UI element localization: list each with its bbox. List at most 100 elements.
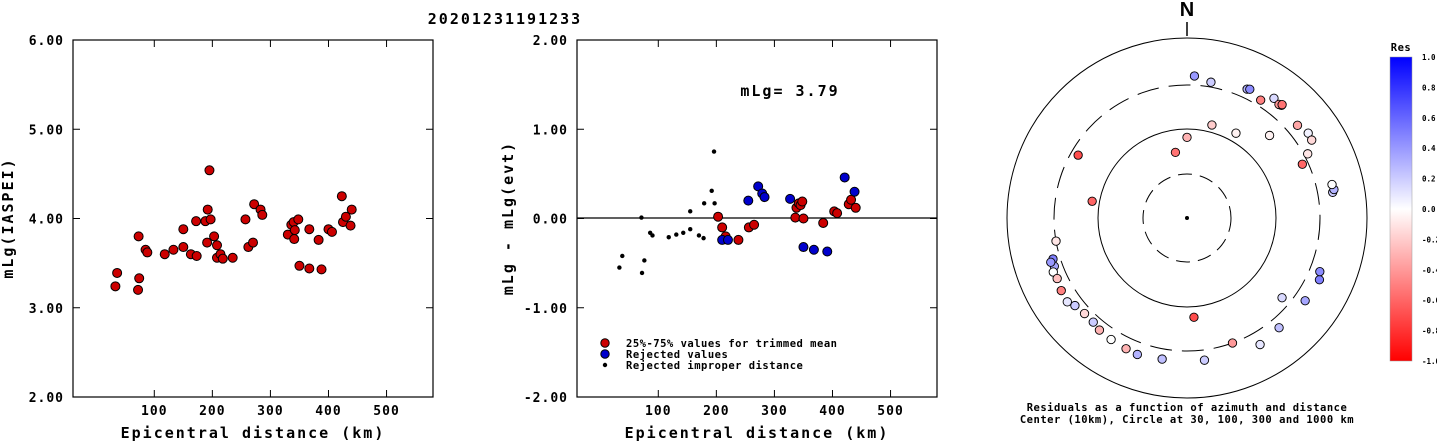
- magnitude-point: [316, 264, 327, 275]
- magnitude-point: [240, 214, 251, 225]
- magnitude-point: [336, 191, 347, 202]
- plot1-xtick-label: 400: [315, 404, 341, 419]
- epicenter-dot: [1185, 216, 1189, 220]
- circle-30km: [1142, 173, 1232, 263]
- plot1-xtick-label: 500: [373, 404, 399, 419]
- plot1-xtick-label: 300: [257, 404, 283, 419]
- circle-1000km: [1006, 37, 1368, 399]
- plot1-ytick-label: 6.00: [29, 34, 64, 49]
- colorbar-tick-label: 0.8: [1422, 83, 1436, 92]
- station-residual-point: [1052, 273, 1062, 284]
- legend-marker: [600, 338, 610, 348]
- magnitude-point: [133, 284, 144, 295]
- magnitude-point: [227, 252, 238, 263]
- plot1-ytick-label: 5.00: [29, 123, 64, 138]
- station-residual-point: [1274, 323, 1284, 333]
- plot2-ytick-label: -1.00: [524, 302, 568, 317]
- station-residual-point: [1300, 296, 1310, 306]
- plot1-xtick-label: 200: [199, 404, 225, 419]
- plot1-ytick-label: 2.00: [29, 391, 64, 406]
- plot1-ytick-label: 3.00: [29, 302, 64, 317]
- station-residual-point: [1269, 93, 1279, 103]
- rejected-point: [808, 244, 819, 255]
- station-residual-point: [1255, 339, 1265, 350]
- legend-label: 25%-75% values for trimmed mean: [626, 338, 837, 350]
- magnitude-plot: 100 200 300 400 500 2.00 3.00 4.00 5.00 6.00 Epic…: [0, 34, 434, 441]
- circle-300km: [1053, 84, 1321, 352]
- magnitude-point: [159, 249, 170, 260]
- station-residual-point: [1256, 95, 1266, 105]
- magnitude-point: [326, 226, 337, 237]
- magnitude-point: [212, 240, 222, 251]
- legend-label: Rejected improper distance: [626, 360, 803, 372]
- rejected-point: [743, 195, 754, 206]
- magnitude-point: [304, 224, 315, 235]
- event-title: 20201231191233: [428, 10, 582, 28]
- magnitude-point: [345, 220, 356, 231]
- station-residual-point: [1227, 338, 1238, 348]
- plot1-ytick-label: 4.00: [29, 213, 64, 228]
- station-residual-point: [1277, 100, 1287, 110]
- rejected-point: [722, 234, 733, 245]
- colorbar-ticks: 1.0 0.8 0.6 0.4 0.2 0.0 -0.2 -0.4 -0.6 -0.8 -1.0: [1422, 53, 1437, 366]
- legend-marker: [602, 362, 608, 368]
- trimmed-mean-point: [733, 234, 744, 245]
- station-residual-point: [1189, 71, 1200, 81]
- rejected-point: [798, 242, 809, 253]
- station-residual-point: [1157, 354, 1167, 364]
- plot2-xtick-label: 400: [819, 404, 845, 419]
- rejected-point: [759, 192, 770, 203]
- plot1-axes: 100 200 300 400 500 2.00 3.00 4.00 5.00 6.00: [29, 34, 433, 419]
- station-residual-point: [1170, 147, 1181, 158]
- plot2-ytick-label: -2.00: [524, 391, 568, 406]
- trimmed-mean-point: [797, 196, 808, 207]
- station-residual-point: [1132, 349, 1142, 360]
- plot1-ylabel: mLg(IASPEI): [0, 157, 17, 278]
- improper-distance-point: [639, 215, 644, 220]
- rejected-point: [839, 172, 850, 183]
- magnitude-point: [202, 237, 213, 248]
- plot2-points: [617, 149, 861, 276]
- magnitude-point: [294, 260, 305, 271]
- improper-distance-point: [711, 149, 717, 154]
- station-residual-point: [1070, 300, 1080, 311]
- station-residual-point: [1056, 285, 1066, 296]
- plot2-xtick-label: 100: [645, 404, 671, 419]
- trimmed-mean-point: [713, 211, 724, 222]
- plot1-frame: [72, 39, 434, 398]
- magnitude-point: [313, 234, 324, 245]
- plot2-ytick-label: 0.00: [533, 213, 568, 228]
- trimmed-mean-point: [749, 219, 760, 230]
- magnitude-point: [112, 267, 123, 278]
- trimmed-mean-point: [717, 222, 728, 233]
- magnitude-point: [340, 211, 351, 222]
- plot2-ytick-label: 2.00: [533, 34, 568, 49]
- improper-distance-point: [642, 258, 647, 263]
- improper-distance-point: [701, 201, 707, 206]
- station-residual-point: [1106, 334, 1116, 345]
- magnitude-annotation: mLg= 3.79: [740, 82, 839, 100]
- azimuth-caption-line2: Center (10km), Circle at 30, 100, 300 an…: [1020, 414, 1354, 426]
- legend-label: Rejected values: [626, 349, 728, 361]
- north-label: N: [1180, 0, 1194, 21]
- magnitude-point: [142, 247, 153, 258]
- station-residual-point: [1062, 297, 1072, 307]
- improper-distance-point: [688, 209, 693, 214]
- plot2-xlabel: Epicentral distance (km): [625, 424, 890, 441]
- station-residual-point: [1297, 159, 1307, 169]
- magnitude-point: [202, 204, 213, 215]
- residual-plot: 100 200 300 400 500 -2.00 -1.00 0.00 1.00 2.00 mL…: [499, 34, 938, 441]
- improper-distance-point: [650, 233, 655, 238]
- magnitude-point: [191, 250, 202, 261]
- colorbar-tick-label: -0.8: [1422, 327, 1437, 336]
- plot2-legend: 25%-75% values for trimmed meanRejected …: [600, 338, 837, 372]
- azimuth-caption-line1: Residuals as a function of azimuth and d…: [1027, 402, 1348, 414]
- improper-distance-point: [639, 270, 645, 276]
- magnitude-point: [217, 253, 228, 264]
- station-residual-point: [1199, 355, 1210, 365]
- station-residual-point: [1087, 196, 1097, 206]
- colorbar-tick-label: -0.2: [1422, 235, 1437, 244]
- station-residual-point: [1327, 179, 1337, 190]
- colorbar-tick-label: -0.4: [1422, 266, 1437, 275]
